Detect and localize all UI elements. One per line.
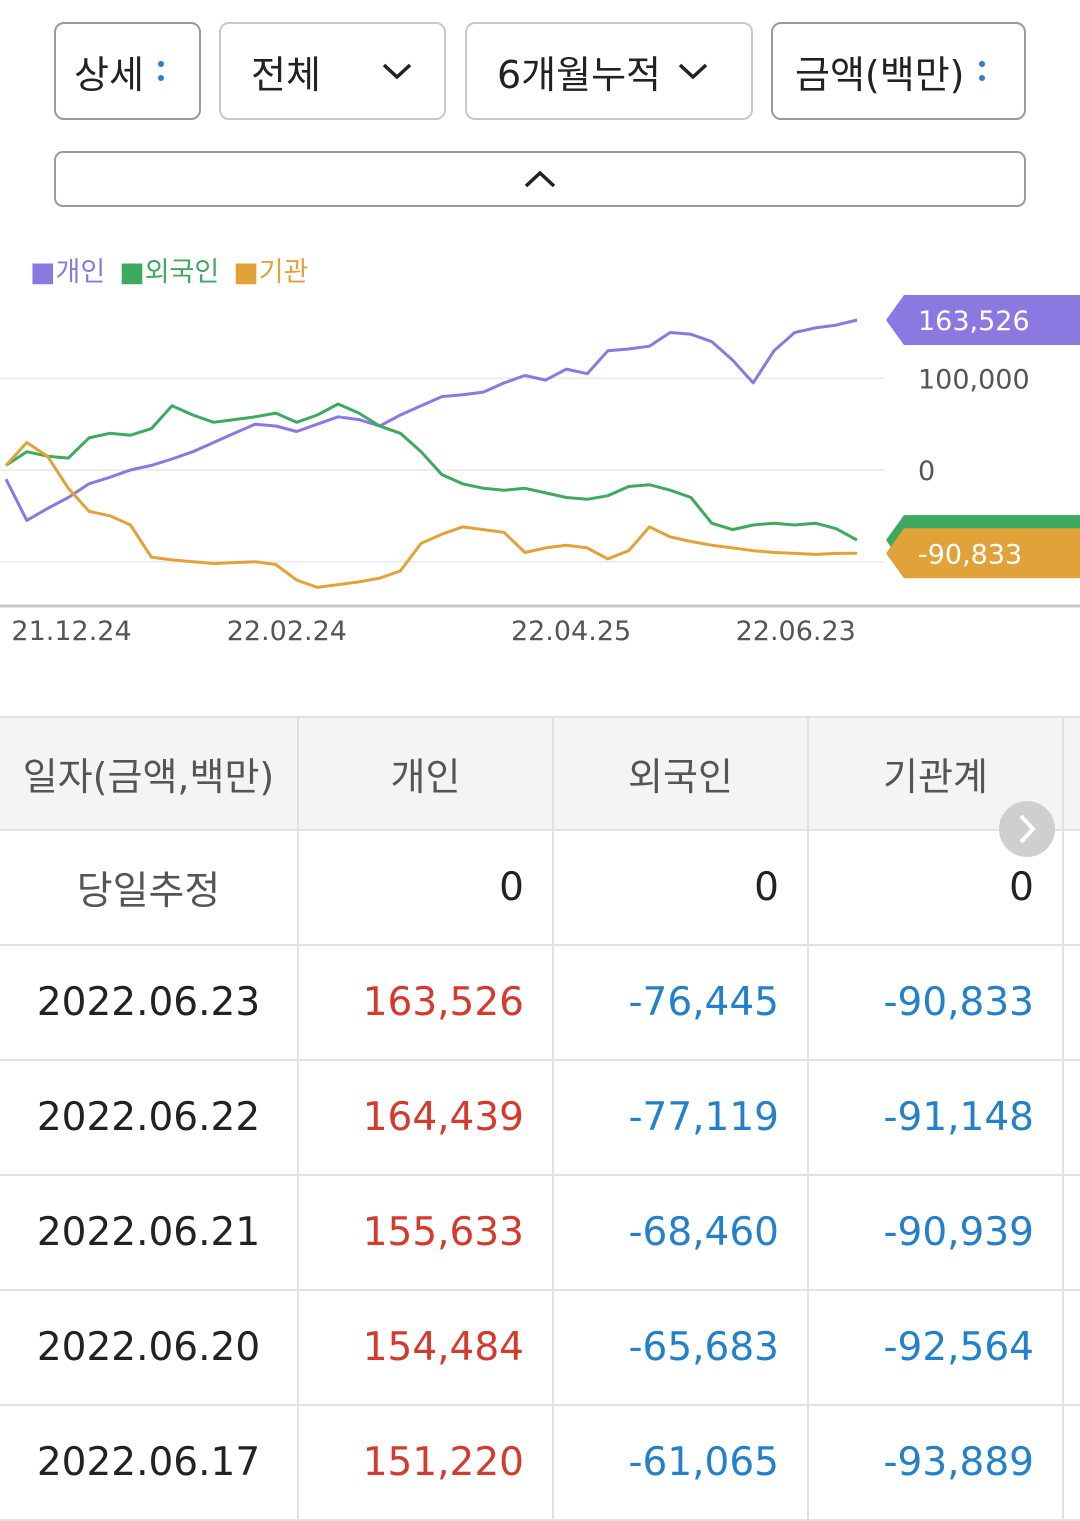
more-dots-icon	[978, 61, 985, 81]
chevron-right-icon	[1019, 814, 1036, 844]
series-line-외국인	[5, 402, 858, 542]
period-select[interactable]: 6개월누적	[465, 22, 753, 120]
individual-cell: 163,526	[299, 946, 554, 1059]
detail-select[interactable]: 상세	[54, 22, 201, 120]
date-cell: 2022.06.20	[0, 1291, 299, 1404]
foreign-cell: -76,445	[554, 946, 809, 1059]
x-tick-label: 22.02.24	[227, 616, 347, 647]
collapse-chart-button[interactable]	[54, 151, 1026, 207]
end-value-tag: 163,526	[886, 295, 1080, 346]
foreign-cell: -65,683	[554, 1291, 809, 1404]
x-tick-label: 22.06.23	[736, 616, 856, 647]
institution-cell: -92,564	[809, 1291, 1064, 1404]
institution-cell: -93,889	[809, 1406, 1064, 1519]
scope-select-label: 전체	[251, 52, 321, 97]
end-tag-shape	[886, 295, 1080, 346]
foreign-cell: -77,119	[554, 1061, 809, 1174]
end-tag-shape	[886, 528, 1080, 579]
legend-foreign: ■외국인	[119, 257, 220, 288]
legend-institution: ■기관	[233, 257, 309, 288]
table-header-row: 일자(금액,백만) 개인 외국인 기관계	[0, 716, 1080, 831]
individual-cell: 164,439	[299, 1061, 554, 1174]
series-line-기관	[4, 441, 858, 589]
table-row: 2022.06.22 164,439 -77,119 -91,148	[0, 1061, 1080, 1176]
chart-legend: ■개인 ■외국인 ■기관	[30, 250, 308, 289]
end-value-label: 163,526	[918, 306, 1030, 337]
table-row: 2022.06.20 154,484 -65,683 -92,564	[0, 1291, 1080, 1406]
individual-cell: 0	[299, 831, 554, 944]
institution-cell: 0	[809, 831, 1064, 944]
scope-select[interactable]: 전체	[219, 22, 446, 120]
institution-cell: -90,939	[809, 1176, 1064, 1289]
end-value-label: -90,833	[918, 539, 1022, 570]
more-dots-icon	[157, 61, 164, 81]
chevron-down-icon	[382, 63, 412, 80]
table-row: 당일추정 0 0 0	[0, 831, 1080, 946]
header-individual: 개인	[299, 718, 554, 829]
unit-select-label: 금액(백만)	[795, 52, 965, 97]
date-cell: 2022.06.22	[0, 1061, 299, 1174]
y-tick-label: 100,000	[918, 364, 1030, 395]
institution-cell: -91,148	[809, 1061, 1064, 1174]
date-cell: 2022.06.17	[0, 1406, 299, 1519]
date-cell: 2022.06.21	[0, 1176, 299, 1289]
chevron-down-icon	[678, 63, 708, 80]
foreign-cell: -68,460	[554, 1176, 809, 1289]
date-cell: 당일추정	[0, 831, 299, 944]
individual-cell: 154,484	[299, 1291, 554, 1404]
series-line-개인	[4, 318, 858, 522]
y-tick-label: 0	[918, 456, 935, 487]
date-cell: 2022.06.23	[0, 946, 299, 1059]
institution-cell: -90,833	[809, 946, 1064, 1059]
individual-cell: 155,633	[299, 1176, 554, 1289]
x-tick-label: 21.12.24	[11, 616, 131, 647]
period-select-label: 6개월누적	[497, 52, 662, 97]
foreign-cell: 0	[554, 831, 809, 944]
end-value-tag: -90,833	[886, 528, 1080, 579]
header-institution: 기관계	[809, 718, 1064, 829]
table-row: 2022.06.21 155,633 -68,460 -90,939	[0, 1176, 1080, 1291]
legend-individual: ■개인	[30, 257, 106, 288]
header-foreign: 외국인	[554, 718, 809, 829]
detail-select-label: 상세	[74, 52, 144, 97]
table-row: 2022.06.17 151,220 -61,065 -93,889	[0, 1406, 1080, 1521]
table-row: 2022.06.23 163,526 -76,445 -90,833	[0, 946, 1080, 1061]
foreign-cell: -61,065	[554, 1406, 809, 1519]
individual-cell: 151,220	[299, 1406, 554, 1519]
scroll-right-button[interactable]	[999, 801, 1055, 857]
investor-table: 일자(금액,백만) 개인 외국인 기관계 당일추정 0 0 0 2022.06.23 16…	[0, 716, 1080, 1521]
header-date: 일자(금액,백만)	[0, 718, 299, 829]
chevron-up-icon	[524, 170, 556, 188]
x-tick-label: 22.04.25	[511, 616, 631, 647]
unit-select[interactable]: 금액(백만)	[771, 22, 1026, 120]
